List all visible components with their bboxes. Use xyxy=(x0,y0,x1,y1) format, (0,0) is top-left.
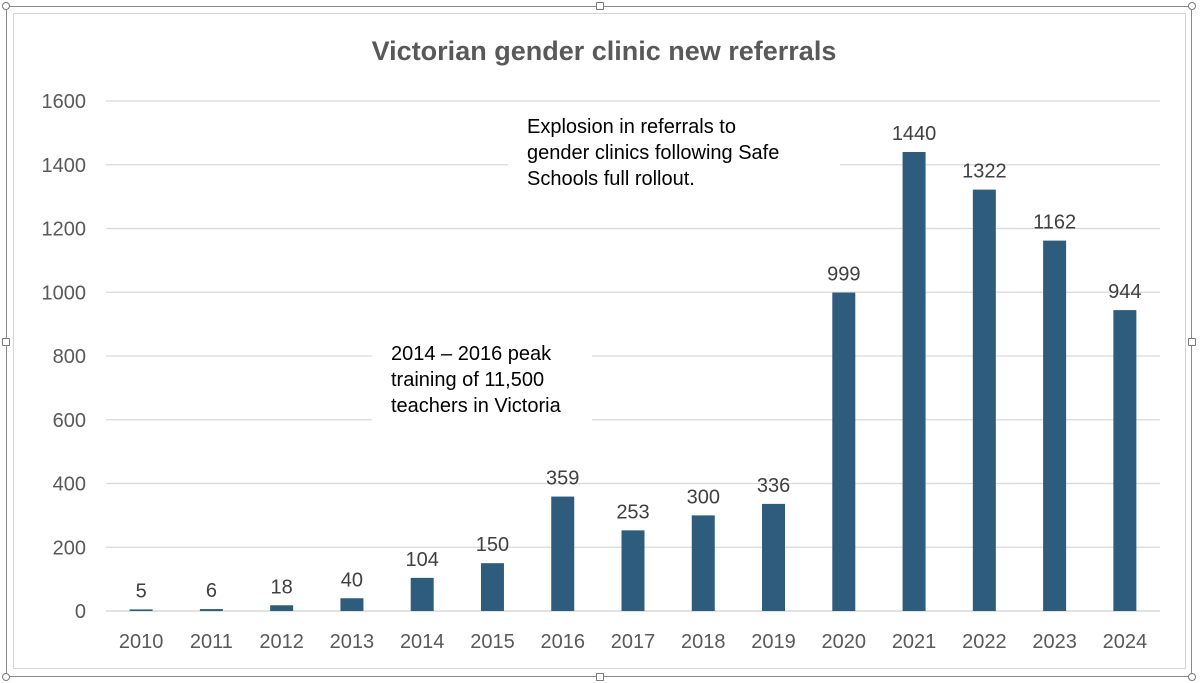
resize-handle-top[interactable] xyxy=(596,2,604,10)
x-tick-label: 2024 xyxy=(1103,631,1148,653)
x-tick-label: 2015 xyxy=(470,631,515,653)
resize-handle-top-left[interactable] xyxy=(2,2,10,10)
annotation-box: 2014 – 2016 peak training of 11,500 teache… xyxy=(372,333,592,437)
y-tick-label: 1200 xyxy=(42,219,87,241)
bar xyxy=(621,530,645,611)
data-label: 104 xyxy=(406,549,439,571)
data-label: 300 xyxy=(687,486,720,508)
x-tick-label: 2014 xyxy=(400,631,445,653)
data-label: 6 xyxy=(206,580,217,602)
x-tick-label: 2013 xyxy=(330,631,375,653)
y-axis: 0 200 400 600 800 1000 1200 1400 1600 xyxy=(42,91,87,623)
resize-handle-right[interactable] xyxy=(1188,338,1196,346)
data-label: 40 xyxy=(341,569,363,591)
y-tick-label: 400 xyxy=(53,474,86,496)
bar xyxy=(691,515,715,611)
bar xyxy=(199,609,223,611)
bar xyxy=(1113,310,1137,611)
annotation-text: gender clinics following Safe xyxy=(527,142,779,164)
chart-area-border xyxy=(13,13,1186,669)
data-label: 944 xyxy=(1108,281,1141,303)
x-tick-label: 2016 xyxy=(540,631,585,653)
x-tick-label: 2019 xyxy=(751,631,796,653)
data-label: 1322 xyxy=(962,161,1007,183)
data-label: 1162 xyxy=(1033,212,1076,234)
x-tick-label: 2020 xyxy=(822,631,867,653)
data-label: 5 xyxy=(136,580,147,602)
bar xyxy=(902,152,926,611)
data-label: 150 xyxy=(476,534,509,556)
chart-title: Victorian gender clinic new referrals xyxy=(372,36,837,66)
annotation-background xyxy=(372,333,592,437)
x-tick-label: 2011 xyxy=(190,631,233,653)
y-tick-label: 200 xyxy=(53,537,86,559)
resize-handle-bottom-left[interactable] xyxy=(2,673,10,681)
bar xyxy=(410,577,434,611)
bars: 5 6 18 40 104 150 359 253 300 336 999 1440 1322 1162 9… xyxy=(129,123,1142,612)
x-tick-label: 2010 xyxy=(119,631,164,653)
annotation-text: Schools full rollout. xyxy=(527,168,695,190)
bar xyxy=(340,598,364,611)
x-tick-label: 2012 xyxy=(259,631,304,653)
data-label: 999 xyxy=(827,264,860,286)
data-label: 253 xyxy=(616,501,649,523)
resize-handle-top-right[interactable] xyxy=(1188,2,1196,10)
y-tick-label: 1000 xyxy=(42,282,87,304)
x-tick-label: 2017 xyxy=(611,631,656,653)
bar xyxy=(972,189,996,612)
y-tick-label: 1600 xyxy=(42,91,87,113)
annotation-text: training of 11,500 xyxy=(391,369,544,391)
annotation-text: teachers in Victoria xyxy=(391,395,562,417)
annotation-background xyxy=(508,106,840,210)
data-label: 336 xyxy=(757,475,790,497)
x-axis: 2010 2011 2012 2013 2014 2015 2016 2017 2018 2019… xyxy=(119,631,1147,653)
annotation-text: 2014 – 2016 peak xyxy=(391,343,552,365)
bar xyxy=(832,292,856,611)
data-label: 18 xyxy=(271,576,293,598)
y-tick-label: 1400 xyxy=(42,155,87,177)
x-tick-label: 2018 xyxy=(681,631,726,653)
bar xyxy=(270,605,294,611)
data-label: 1440 xyxy=(892,123,937,145)
bar xyxy=(551,496,575,611)
y-tick-label: 600 xyxy=(53,410,86,432)
bar xyxy=(129,609,153,611)
bar xyxy=(762,503,786,611)
bar xyxy=(480,563,504,611)
x-tick-label: 2021 xyxy=(892,631,937,653)
bar xyxy=(1043,240,1067,612)
resize-handle-bottom[interactable] xyxy=(596,673,604,681)
y-tick-label: 800 xyxy=(53,346,86,368)
x-tick-label: 2023 xyxy=(1032,631,1077,653)
annotation-box: Explosion in referrals to gender clinics … xyxy=(508,106,840,210)
data-label: 359 xyxy=(546,468,579,490)
annotation-text: Explosion in referrals to xyxy=(527,116,736,138)
y-tick-label: 0 xyxy=(75,601,86,623)
x-tick-label: 2022 xyxy=(962,631,1007,653)
resize-handle-bottom-right[interactable] xyxy=(1188,673,1196,681)
annotations: Explosion in referrals to gender clinics … xyxy=(372,106,840,437)
resize-handle-left[interactable] xyxy=(2,338,10,346)
